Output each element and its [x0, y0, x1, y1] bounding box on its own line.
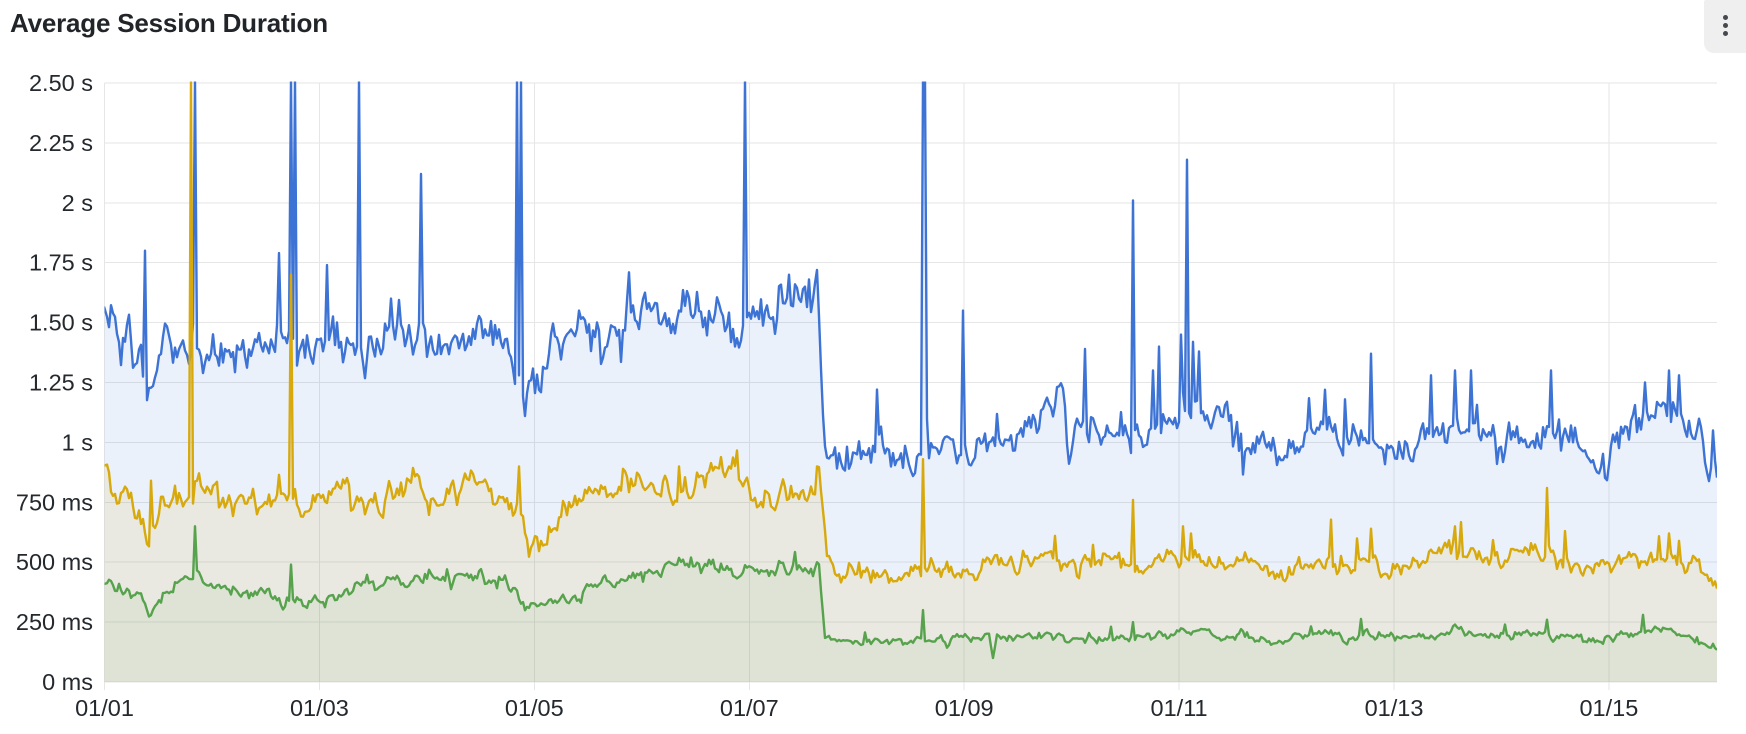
svg-text:01/11: 01/11 [1151, 695, 1208, 721]
svg-text:250 ms: 250 ms [16, 609, 93, 635]
svg-text:2.50 s: 2.50 s [29, 70, 93, 96]
svg-text:2.25 s: 2.25 s [29, 130, 93, 156]
svg-text:01/01: 01/01 [75, 695, 134, 721]
svg-text:01/09: 01/09 [935, 695, 994, 721]
svg-text:0 ms: 0 ms [42, 669, 93, 695]
svg-text:01/07: 01/07 [720, 695, 779, 721]
svg-text:750 ms: 750 ms [16, 489, 93, 515]
svg-text:01/13: 01/13 [1365, 695, 1424, 721]
svg-text:01/15: 01/15 [1579, 695, 1638, 721]
svg-text:500 ms: 500 ms [16, 549, 93, 575]
svg-text:01/03: 01/03 [290, 695, 349, 721]
svg-text:1.50 s: 1.50 s [29, 310, 93, 336]
svg-text:2 s: 2 s [62, 190, 93, 216]
svg-text:01/05: 01/05 [505, 695, 564, 721]
svg-text:1.75 s: 1.75 s [29, 250, 93, 276]
svg-text:1 s: 1 s [62, 429, 93, 455]
svg-text:1.25 s: 1.25 s [29, 370, 93, 396]
